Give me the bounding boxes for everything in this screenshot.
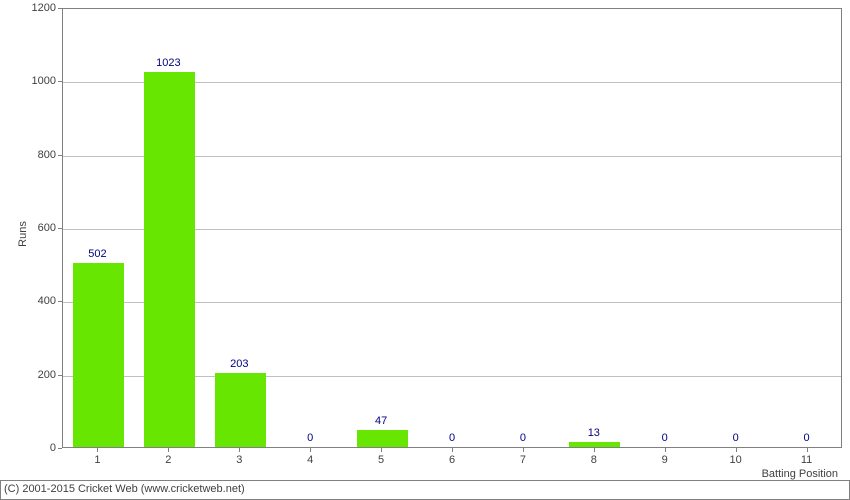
bar-value-label: 13	[588, 427, 600, 439]
chart-container: Runs Batting Position (C) 2001-2015 Cric…	[0, 0, 850, 500]
x-tick-mark	[594, 448, 595, 452]
plot-area	[62, 8, 842, 448]
x-tick-label: 9	[662, 454, 668, 466]
bar	[569, 442, 620, 447]
x-tick-label: 8	[591, 454, 597, 466]
bar	[215, 373, 266, 447]
y-tick-mark	[58, 448, 62, 449]
x-tick-label: 11	[801, 454, 812, 466]
copyright-text: (C) 2001-2015 Cricket Web (www.cricketwe…	[4, 483, 245, 495]
y-tick-label: 600	[30, 222, 56, 234]
x-tick-mark	[168, 448, 169, 452]
x-tick-mark	[665, 448, 666, 452]
bar	[357, 430, 408, 447]
y-tick-label: 800	[30, 149, 56, 161]
x-tick-mark	[239, 448, 240, 452]
bar-value-label: 1023	[156, 57, 180, 69]
bar	[144, 72, 195, 447]
x-tick-label: 5	[378, 454, 384, 466]
bar-value-label: 502	[88, 248, 106, 260]
x-tick-mark	[381, 448, 382, 452]
x-tick-label: 10	[730, 454, 742, 466]
y-tick-mark	[58, 228, 62, 229]
x-tick-mark	[310, 448, 311, 452]
x-tick-label: 2	[165, 454, 171, 466]
bar-value-label: 203	[230, 358, 248, 370]
y-tick-mark	[58, 301, 62, 302]
x-axis-label: Batting Position	[762, 468, 838, 480]
y-tick-label: 1200	[30, 2, 56, 14]
bar-value-label: 0	[520, 432, 526, 444]
y-tick-mark	[58, 8, 62, 9]
x-tick-mark	[523, 448, 524, 452]
y-axis-label: Runs	[17, 221, 29, 247]
y-tick-label: 200	[30, 369, 56, 381]
x-tick-label: 4	[307, 454, 313, 466]
x-tick-mark	[452, 448, 453, 452]
bar-value-label: 47	[375, 415, 387, 427]
x-tick-mark	[736, 448, 737, 452]
x-tick-mark	[97, 448, 98, 452]
y-tick-mark	[58, 155, 62, 156]
x-tick-label: 3	[236, 454, 242, 466]
bar-value-label: 0	[307, 432, 313, 444]
bar-value-label: 0	[803, 432, 809, 444]
y-tick-mark	[58, 81, 62, 82]
bar-value-label: 0	[449, 432, 455, 444]
x-tick-label: 7	[520, 454, 526, 466]
x-tick-mark	[807, 448, 808, 452]
y-tick-label: 1000	[30, 75, 56, 87]
bar	[73, 263, 124, 447]
y-tick-label: 400	[30, 295, 56, 307]
bar-value-label: 0	[733, 432, 739, 444]
x-tick-label: 1	[94, 454, 100, 466]
x-tick-label: 6	[449, 454, 455, 466]
bar-value-label: 0	[662, 432, 668, 444]
y-tick-mark	[58, 375, 62, 376]
y-tick-label: 0	[30, 442, 56, 454]
